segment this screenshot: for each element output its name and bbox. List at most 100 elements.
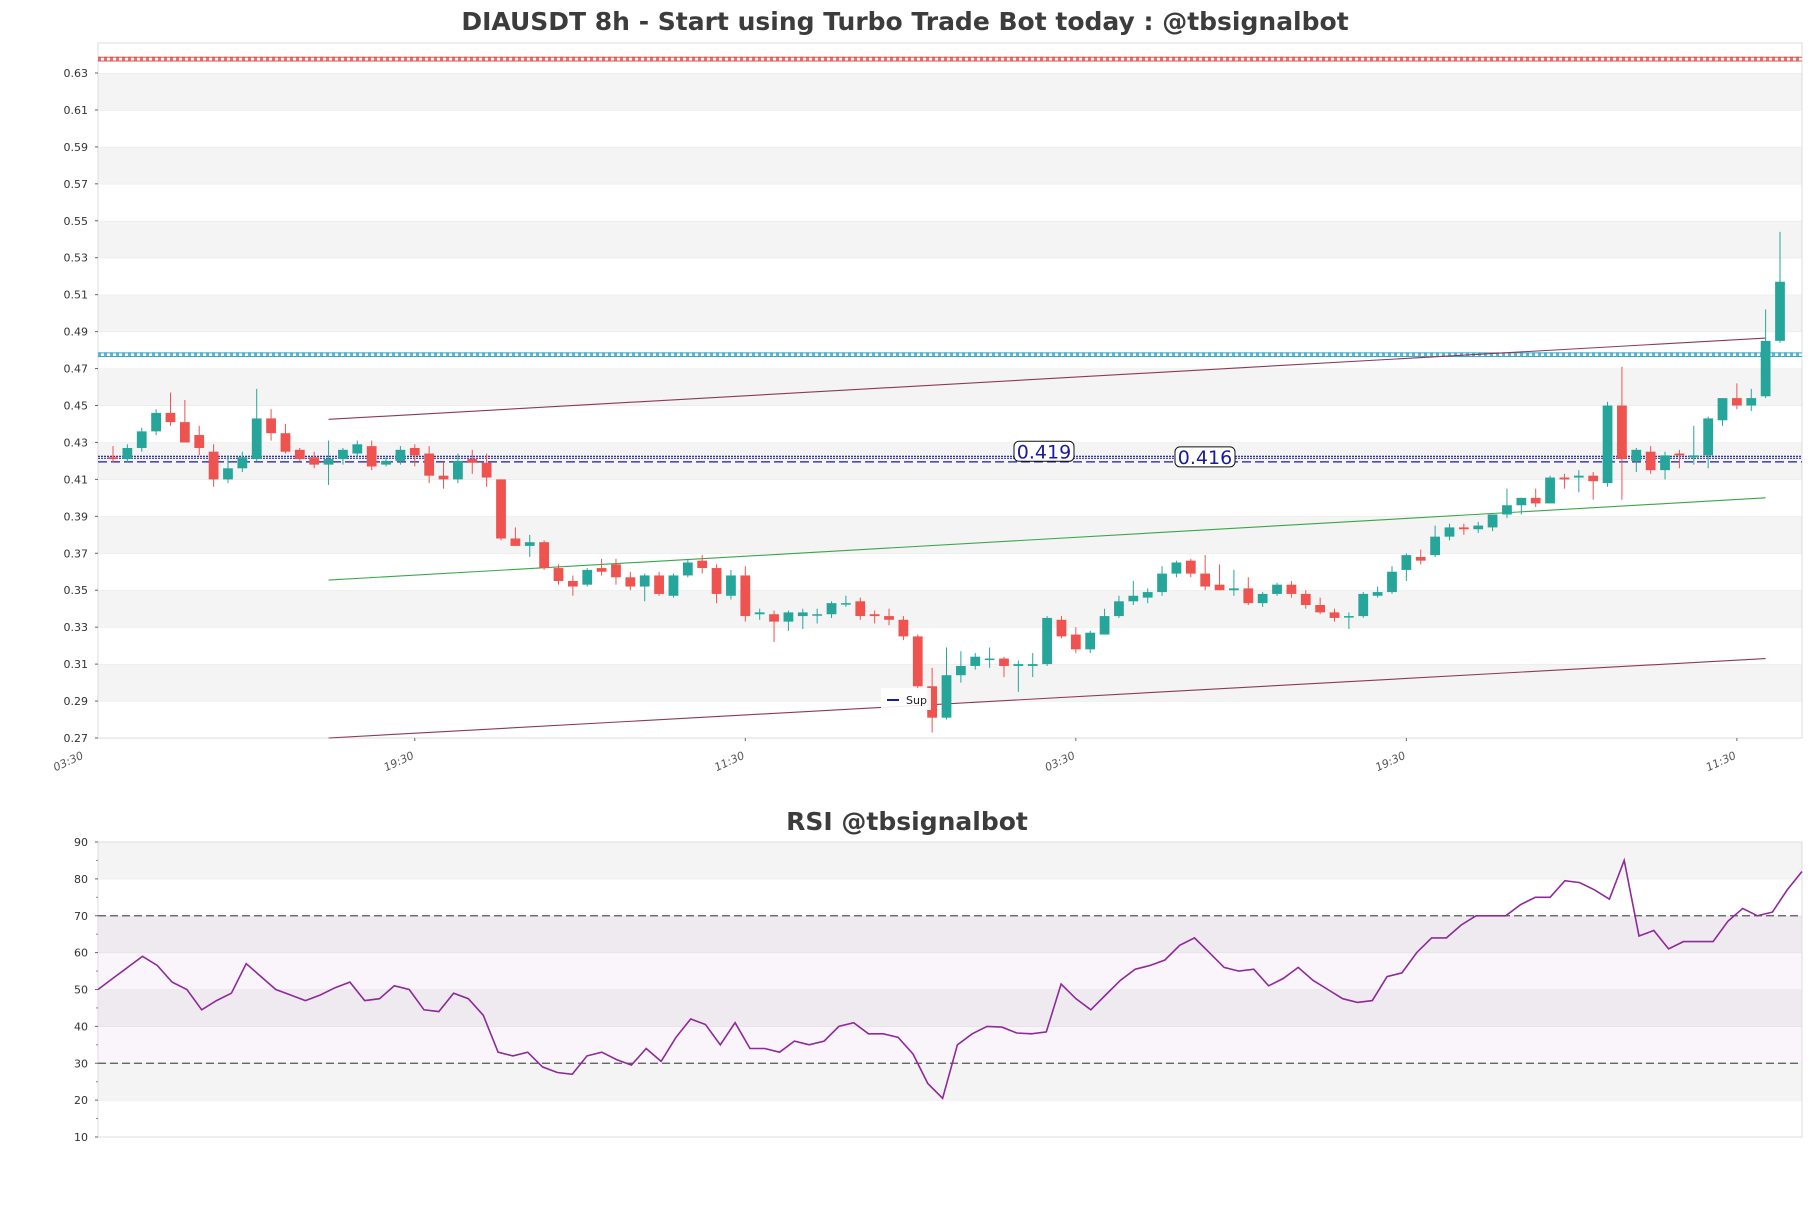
candle-body <box>266 418 276 434</box>
rsi-band <box>98 878 1802 916</box>
rsi-y-tick-label: 50 <box>74 984 88 997</box>
candle-body <box>1674 453 1685 456</box>
candle-body <box>165 412 176 423</box>
candle-body <box>1444 527 1455 537</box>
rsi-y-tick-label: 40 <box>74 1020 88 1033</box>
candles <box>108 231 1785 733</box>
price-y-tick-label: 0.57 <box>64 178 89 191</box>
candle-body <box>1099 616 1110 635</box>
price-band <box>98 479 1802 517</box>
price-y-tick-label: 0.59 <box>64 141 89 154</box>
price-band <box>98 183 1802 221</box>
price-plot-frame <box>97 42 1803 739</box>
candle-body <box>812 614 823 616</box>
price-band <box>98 553 1802 591</box>
candle-body <box>510 538 521 546</box>
candle-body <box>726 575 736 596</box>
candle-body <box>1157 573 1167 593</box>
candle-body <box>539 542 550 569</box>
price-x-tick-label: 11:30 <box>712 749 746 774</box>
price-y-tick-label: 0.61 <box>64 104 89 117</box>
candle-body <box>280 433 291 452</box>
candle-body <box>611 564 621 578</box>
level-label: 0.419 <box>1017 441 1071 463</box>
candle-body <box>1229 588 1239 591</box>
candle-body <box>208 451 219 480</box>
price-band <box>98 331 1802 369</box>
candle-body <box>1372 592 1383 596</box>
rsi-band <box>98 842 1802 879</box>
level-label-box <box>1174 446 1236 468</box>
price-band <box>98 257 1802 295</box>
candle-body <box>912 636 923 687</box>
rsi-y-tick-label: 10 <box>74 1131 88 1144</box>
price-band <box>98 590 1802 628</box>
candle-body <box>1732 398 1742 406</box>
candle-body <box>970 656 981 666</box>
candle-body <box>625 577 636 587</box>
rsi-band <box>98 1100 1802 1137</box>
rsi-series <box>97 857 1803 1100</box>
candle-body <box>251 418 262 460</box>
candle-body <box>754 612 765 615</box>
price-y-tick-label: 0.49 <box>64 326 89 339</box>
price-band <box>98 294 1802 332</box>
candle-body <box>1214 584 1225 591</box>
price-y-tick-label: 0.43 <box>64 436 89 449</box>
trendline <box>328 658 1766 739</box>
rsi-band <box>98 915 1802 953</box>
price-y-tick-label: 0.45 <box>64 400 89 413</box>
rsi-y-tick-label: 80 <box>74 873 88 886</box>
price-x-tick-label: 03:30 <box>1043 749 1077 774</box>
candle-body <box>1387 571 1397 593</box>
candle-body <box>869 614 880 617</box>
price-y-tick-label: 0.47 <box>64 363 89 376</box>
candle-body <box>467 459 478 463</box>
price-y-tick-label: 0.29 <box>64 695 89 708</box>
candle-body <box>553 568 564 581</box>
candle-body <box>596 568 607 572</box>
candle-body <box>122 447 133 460</box>
price-y-tick-label: 0.37 <box>64 547 89 560</box>
level-label: 0.416 <box>1178 447 1232 469</box>
rsi-chart-title: RSI @tbsignalbot <box>786 807 1028 836</box>
candle-body <box>1458 527 1469 530</box>
candle-body <box>352 444 363 454</box>
level-labels: 0.419 0.416 <box>1013 440 1236 469</box>
price-y-tick-label: 0.55 <box>64 215 89 228</box>
candle-body <box>1473 525 1484 530</box>
candle-body <box>1559 477 1570 480</box>
candle-body <box>984 658 995 661</box>
candle-body <box>941 675 952 718</box>
candle-body <box>884 616 894 620</box>
candle-body <box>1775 281 1785 341</box>
legend-label-sup: Sup <box>906 694 927 707</box>
price-x-tick-label: 03:30 <box>51 749 85 774</box>
price-band <box>98 516 1802 554</box>
candle-body <box>1358 593 1369 617</box>
candle-body <box>1573 475 1584 478</box>
rsi-band <box>98 1026 1802 1064</box>
candle-body <box>1602 405 1613 484</box>
candle-body <box>841 603 851 605</box>
candle-body <box>1185 560 1196 574</box>
price-band <box>98 73 1802 110</box>
candle-body <box>1315 605 1326 613</box>
candle-body <box>999 658 1009 666</box>
price-y-tick-label: 0.27 <box>64 732 89 745</box>
candle-body <box>1200 573 1211 587</box>
rsi-y-tick-label: 60 <box>74 947 88 960</box>
candle-body <box>1545 477 1555 504</box>
legend-box <box>881 688 931 710</box>
candle-body <box>1128 595 1139 602</box>
candle-body <box>366 446 377 467</box>
price-band <box>98 405 1802 443</box>
trendlines <box>328 337 1766 739</box>
candle-body <box>567 580 578 587</box>
candle-body <box>711 568 722 594</box>
candle-body <box>424 453 435 476</box>
price-x-tick-label: 11:30 <box>1704 749 1738 774</box>
candle-body <box>1171 562 1182 574</box>
candle-body <box>237 457 248 469</box>
price-y-tick-label: 0.31 <box>64 658 89 671</box>
